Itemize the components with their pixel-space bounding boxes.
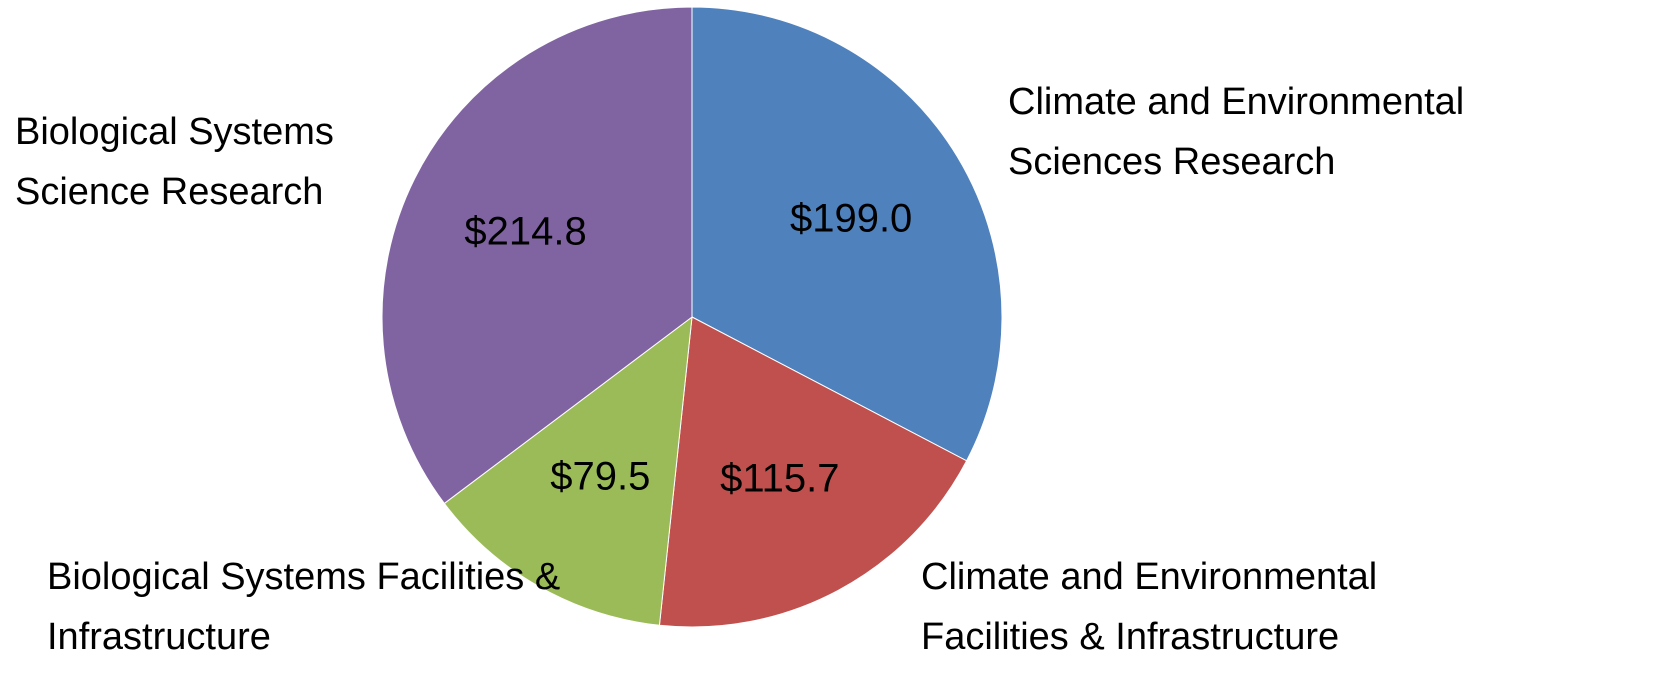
category-label: Climate and Environmental Facilities & I… [921, 556, 1378, 658]
pie-slice [691, 6, 1003, 462]
value-label: $79.5 [550, 454, 650, 498]
category-label: Biological Systems Facilities & Infrastr… [47, 556, 561, 658]
value-label: $199.0 [790, 196, 912, 240]
category-label: Climate and Environmental Sciences Resea… [1008, 81, 1465, 183]
pie-slice [443, 315, 693, 626]
pie-slice [381, 6, 693, 505]
value-label: $214.8 [464, 210, 586, 254]
pie-slice [658, 316, 968, 628]
category-label: Biological Systems Science Research [15, 111, 334, 213]
value-label: $115.7 [720, 457, 839, 501]
